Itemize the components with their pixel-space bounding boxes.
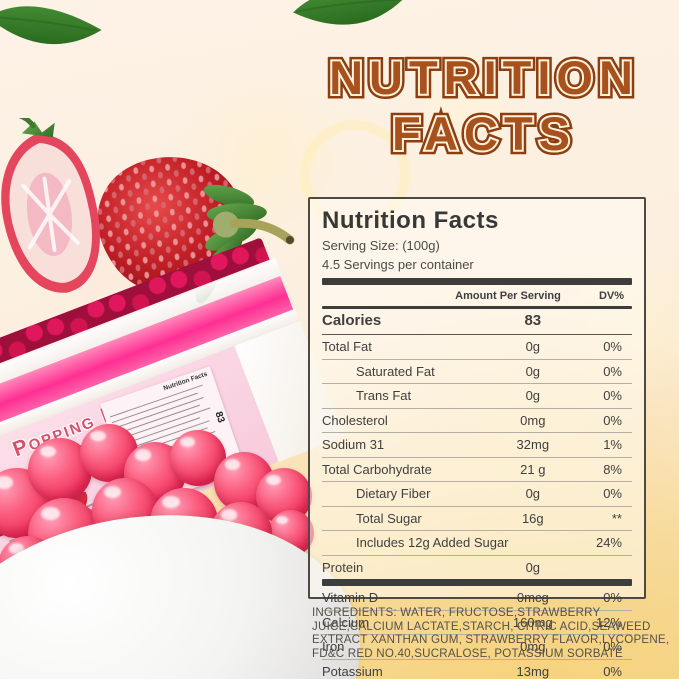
panel-heading: Nutrition Facts [322, 207, 499, 234]
table-row: Trans Fat 0g 0% [322, 384, 632, 409]
table-row: Total Sugar 16g ** [322, 507, 632, 531]
leaf-icon [0, 6, 102, 45]
table-row: Vitamin D 0mcg 0% [322, 586, 632, 611]
col-dv: DV% [598, 290, 624, 302]
table-row: Includes 12g Added Sugar 24% [322, 531, 632, 556]
leaf-icon [293, 0, 405, 25]
page-title-line1: NUTRITION NUTRITION NUTRITION [325, 47, 639, 109]
page-title-line2: FACTS FACTS FACTS [387, 103, 577, 165]
mini-panel-calories: 83 [212, 410, 227, 425]
page-title: NUTRITION NUTRITION NUTRITION FACTS FACT… [298, 47, 670, 165]
ingredients-text: INGREDIENTS: WATER, FRUCTOSE,STRAWBERRY … [312, 606, 670, 660]
divider-thick [322, 278, 632, 285]
col-amount-per-serving: Amount Per Serving [455, 290, 561, 302]
table-row: Potassium 13mg 0% [322, 663, 622, 679]
row-calories: Calories 83 [322, 309, 632, 335]
divider-medium [322, 306, 632, 309]
table-row: Dietary Fiber 0g 0% [322, 482, 632, 507]
table-row: Total Fat 0g 0% [322, 335, 632, 360]
servings-per-container: 4.5 Servings per container [322, 257, 474, 272]
table-row: Iron 0mg 0% [322, 635, 632, 660]
table-row: Sodium 31 32mg 1% [322, 433, 632, 458]
half-strawberry [1, 118, 100, 293]
table-row: Saturated Fat 0g 0% [322, 360, 632, 384]
serving-size: Serving Size: (100g) [322, 238, 440, 253]
divider-thick [322, 579, 632, 586]
table-row: Cholesterol 0mg 0% [322, 409, 632, 433]
table-row: Protein 0g [322, 559, 541, 575]
table-row: Total Carbohydrate 21 g 8% [322, 458, 632, 482]
nutrition-facts-panel: Nutrition Facts Serving Size: (100g) 4.5… [308, 197, 646, 679]
table-row: Calcium 160mg 12% [322, 611, 632, 635]
column-headers: Amount Per Serving DV% [322, 285, 632, 306]
